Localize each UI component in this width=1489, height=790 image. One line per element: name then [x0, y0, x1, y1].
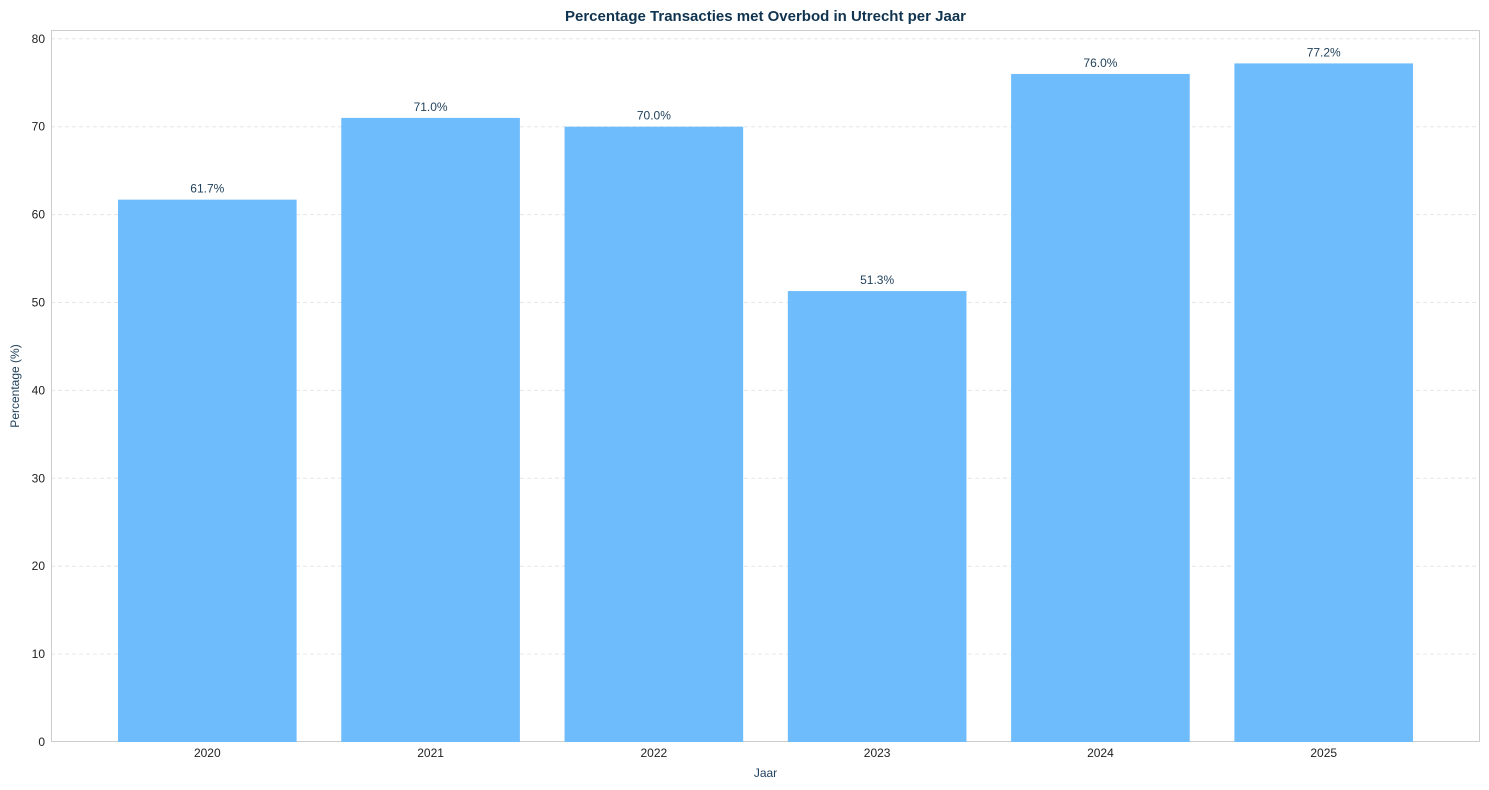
x-tick-label-2024: 2024	[1087, 746, 1114, 760]
y-tick-label: 80	[32, 32, 46, 46]
value-label-2020: 61.7%	[190, 182, 224, 196]
bar-2023	[787, 291, 967, 742]
y-tick-label: 70	[32, 120, 46, 134]
y-tick-label: 20	[32, 559, 46, 573]
bar-2020	[117, 199, 297, 742]
x-axis-label: Jaar	[754, 766, 777, 780]
value-label-2025: 77.2%	[1307, 45, 1341, 59]
value-labels: 61.7% 71.0% 70.0% 51.3% 76.0% 77.2%	[190, 45, 1341, 287]
bar-2021	[341, 117, 520, 742]
x-tick-label-2022: 2022	[641, 746, 668, 760]
y-tick-label: 60	[32, 208, 46, 222]
y-tick-label: 0	[38, 735, 45, 749]
bars	[117, 63, 1414, 743]
value-label-2023: 51.3%	[860, 273, 894, 287]
bar-2022	[564, 126, 744, 743]
value-label-2024: 76.0%	[1083, 56, 1117, 70]
x-tick-label-2023: 2023	[864, 746, 891, 760]
plot-frame	[51, 30, 1480, 742]
x-tick-labels: 2020 2021 2022 2023 2024 2025	[194, 746, 1337, 760]
y-axis-label: Percentage (%)	[8, 344, 22, 427]
value-label-2022: 70.0%	[637, 109, 671, 123]
y-tick-labels: 0 10 20 30 40 50 60 70 80	[32, 32, 46, 749]
chart-title: Percentage Transacties met Overbod in Ut…	[565, 8, 966, 25]
bar-2024	[1011, 73, 1190, 742]
y-tick-label: 40	[32, 383, 46, 397]
x-tick-label-2021: 2021	[417, 746, 444, 760]
y-tick-label: 30	[32, 471, 46, 485]
y-tick-label: 10	[32, 647, 46, 661]
bar-2025	[1234, 63, 1414, 743]
x-tick-label-2020: 2020	[194, 746, 221, 760]
x-tick-label-2025: 2025	[1310, 746, 1337, 760]
y-tick-label: 50	[32, 295, 46, 309]
value-label-2021: 71.0%	[414, 100, 448, 114]
